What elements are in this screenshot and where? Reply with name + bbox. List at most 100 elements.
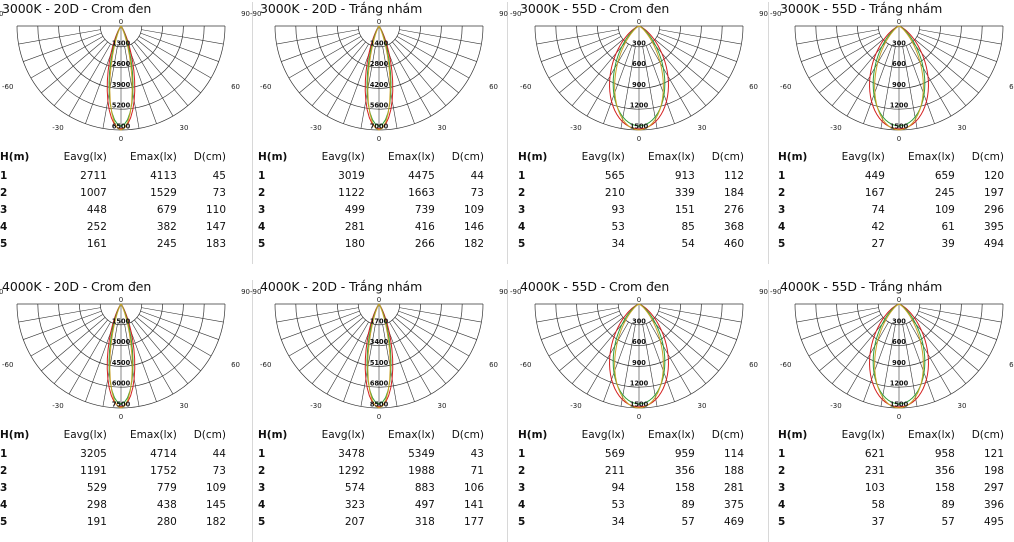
radial-tick-label: 1500 [630,401,649,409]
polar-spoke [586,43,629,117]
polar-spoke [658,310,737,340]
table-row: 4 298 438 145 [0,496,228,513]
radial-tick-label: 2600 [112,60,131,68]
polar-spoke [902,46,918,129]
table-cell: 3 [518,203,526,216]
table-cell: 339 [674,186,695,199]
table-cell: 2 [0,186,8,199]
table-cell: 495 [983,515,1004,528]
polar-spoke [136,39,201,94]
table-header-cell: H(m) [778,429,808,441]
table-cell: 110 [205,203,226,216]
table-cell: 3019 [338,169,365,182]
polar-spoke [880,324,896,407]
radial-tick-label: 900 [632,359,646,367]
radial-tick-label: 300 [632,39,646,47]
table-header-row: H(m) Eavg(lx) Emax(lx) D(cm) [0,150,228,167]
table-header-cell: D(cm) [711,429,744,441]
table-cell: 298 [86,498,107,511]
table-row: 4 53 85 368 [518,218,746,235]
polar-spoke [916,36,990,79]
polar-spoke [919,307,1002,323]
polar-spoke [571,41,626,106]
table-cell: 57 [941,515,955,528]
table-cell: 1988 [408,464,435,477]
table-cell: 44 [470,169,484,182]
table-header-cell: Eavg(lx) [63,151,107,163]
polar-spoke [389,321,432,395]
photometric-panel: 3000K - 55D - Crom đen -90 90 -60 60 -30 30 0 0 3… [510,1,768,264]
table-cell: 44 [212,447,226,460]
polar-spoke [918,32,997,62]
polar-spoke [399,307,482,323]
table-cell: 276 [723,203,744,216]
polar-spoke [649,43,692,117]
polar-spoke [281,32,360,62]
polar-spoke [394,317,459,372]
table-cell: 210 [604,186,625,199]
table-row: 4 42 61 395 [778,218,1006,235]
table-cell: 151 [674,203,695,216]
angle-label: 90 [759,288,768,296]
table-cell: 89 [941,498,955,511]
table-header-cell: Emax(lx) [908,429,955,441]
polar-spoke [138,314,212,357]
radial-tick-label: 1200 [630,380,649,388]
table-cell: 5 [0,237,8,250]
table-row: 5 191 280 182 [0,513,228,530]
table-cell: 396 [983,498,1004,511]
table-cell: 2 [518,464,526,477]
photometric-table: H(m) Eavg(lx) Emax(lx) D(cm) 1 569 959 114 2 211 3… [518,428,746,530]
polar-spoke [276,29,359,45]
table-header-cell: Eavg(lx) [581,429,625,441]
polar-spoke [846,43,889,117]
polar-spoke [385,45,415,124]
table-cell: 61 [941,220,955,233]
polar-spoke [620,324,636,407]
table-header-row: H(m) Eavg(lx) Emax(lx) D(cm) [258,428,486,445]
table-cell: 281 [344,220,365,233]
polar-spoke [548,36,622,79]
table-cell: 3478 [338,447,365,460]
table-header-cell: D(cm) [193,429,226,441]
polar-spoke [138,36,212,79]
polar-spoke [389,43,432,117]
table-cell: 3 [258,481,266,494]
polar-spoke [326,321,369,395]
polar-spoke [831,319,886,384]
table-row: 1 3478 5349 43 [258,445,486,462]
table-cell: 252 [86,220,107,233]
table-cell: 1 [0,169,8,182]
radial-tick-label: 5600 [370,102,389,110]
table-cell: 147 [205,220,226,233]
table-cell: 182 [205,515,226,528]
radial-tick-label: 7500 [112,401,131,409]
photometric-panel: 4000K - 55D - Crom đen -90 90 -60 60 -30 30 0 0 3… [510,279,768,542]
table-header-row: H(m) Eavg(lx) Emax(lx) D(cm) [778,150,1006,167]
angle-label: 0 [897,413,901,421]
table-cell: 3 [0,203,8,216]
radial-tick-label: 600 [892,60,906,68]
angle-label: -60 [520,83,531,91]
polar-spoke [863,45,893,124]
table-cell: 71 [470,464,484,477]
radial-tick-label: 600 [632,60,646,68]
polar-spoke [863,323,893,402]
polar-grid [16,303,226,409]
table-cell: 382 [156,220,177,233]
polar-spoke [343,323,373,402]
table-cell: 5 [518,237,526,250]
polar-spoke [919,29,1002,45]
angle-label: 90 [499,288,508,296]
polar-spoke [548,314,622,357]
table-cell: 1 [258,169,266,182]
polar-spoke [53,319,108,384]
table-row: 5 34 57 469 [518,513,746,530]
table-cell: 145 [205,498,226,511]
polar-spoke [136,317,201,372]
polar-spoke [85,45,115,124]
angle-label: 90 [759,10,768,18]
